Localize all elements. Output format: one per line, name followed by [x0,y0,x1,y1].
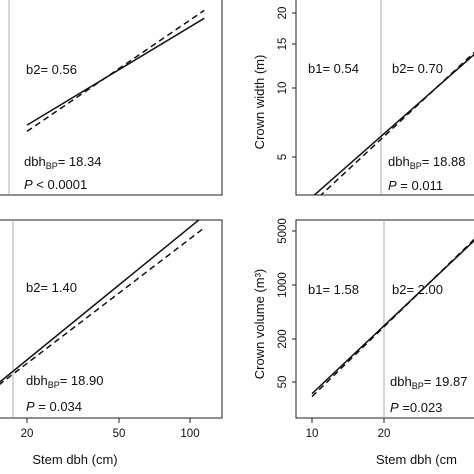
br-x-axis: 10 20 Stem dbh (cm [306,418,457,467]
tr-ytick-label-10: 10 [277,82,289,95]
tl-b2-label: b2= 0.56 [26,62,77,77]
br-b1-label: b1= 1.58 [308,282,359,297]
br-xlabel: Stem dbh (cm [376,452,457,467]
bl-xtick-label-20: 20 [21,428,34,440]
tr-ytick-label-20: 20 [277,7,289,20]
panel-bottom-right [295,219,474,419]
bl-xtick-label-50: 50 [113,428,126,440]
bottom-left-solid-fit-line [0,220,200,383]
bl-dbh-label: dbhBP= 18.90 [26,373,103,390]
br-ytick-label-1000: 1000 [277,272,289,298]
top-left-dashed-fit-line [26,9,205,133]
br-p-label: P =0.023 [390,400,442,415]
tr-b1-label: b1= 0.54 [308,61,359,76]
bottom-left-dashed-fit-line [0,227,205,385]
bl-b2-label: b2= 1.40 [26,280,77,295]
panel-top-left-frame [0,0,223,196]
tr-ylabel: Crown width (m) [252,55,267,150]
panel-top-right [295,0,474,196]
tr-dbh-label: dbhBP= 18.88 [388,154,465,171]
bottom-right-dashed-fit-line [311,238,474,398]
tr-p-label: P = 0.011 [388,178,443,193]
tr-b2-label: b2= 0.70 [392,61,443,76]
top-left-solid-fit-line [26,17,205,126]
top-right-dashed-fit-line [319,51,474,195]
top-right-solid-fit-line [313,53,474,195]
panel-bottom-right-frame [295,219,474,419]
br-ytick-label-5000: 5000 [277,218,289,244]
br-y-axis: 50 200 1000 5000 Crown volume (m³) [252,218,296,388]
bl-x-axis: 20 50 100 Stem dbh (cm) [21,418,200,467]
br-b2-label: b2= 2.00 [392,282,443,297]
br-xtick-label-10: 10 [306,428,319,440]
br-ytick-label-50: 50 [277,376,289,389]
bl-xtick-label-100: 100 [180,428,199,440]
panel-bottom-left [0,219,223,419]
br-ylabel: Crown volume (m³) [252,269,267,380]
bl-xlabel: Stem dbh (cm) [32,452,117,467]
bl-p-label: P = 0.034 [26,399,82,414]
br-xtick-label-20: 20 [378,428,391,440]
tl-p-label: P < 0.0001 [24,177,87,192]
bottom-right-solid-fit-line [311,239,474,395]
br-ytick-label-200: 200 [277,329,289,348]
tr-ytick-label-5: 5 [277,154,289,160]
tr-ytick-label-15: 15 [277,38,289,51]
tl-dbh-label: dbhBP= 18.34 [24,154,101,171]
panel-top-right-frame [295,0,474,196]
tr-y-axis: 5 10 15 20 Crown width (m) [252,7,296,160]
panel-bottom-left-frame [0,219,223,419]
br-dbh-label: dbhBP= 19.87 [390,374,467,391]
panel-top-left [0,0,223,196]
